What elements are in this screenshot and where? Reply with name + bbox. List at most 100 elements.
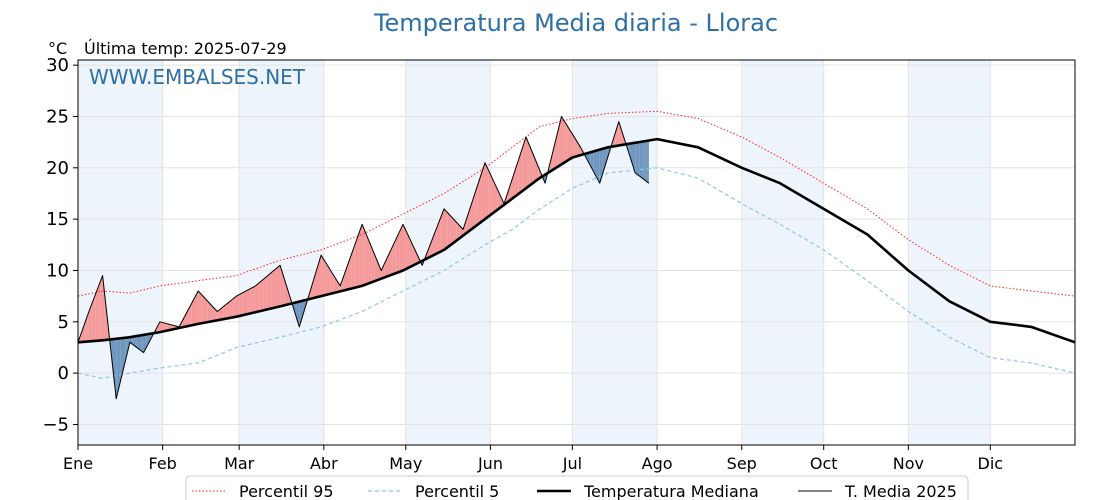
fill-above-median [201,294,205,324]
fill-above-median [395,231,400,274]
fill-below-median [637,141,640,177]
fill-below-median [141,334,144,353]
fill-above-median [100,275,103,341]
fill-above-median [245,289,250,315]
fill-above-median [255,282,260,313]
month-band [572,60,658,445]
fill-above-median [223,303,227,320]
fill-above-median [525,137,530,189]
fill-above-median [406,231,410,269]
legend-label: Percentil 95 [239,482,334,500]
fill-above-median [388,247,393,276]
fill-above-median [81,326,84,343]
y-tick-label: 30 [46,55,69,76]
y-axis: −5 0 5 10 15 20 25 30 [42,55,78,435]
y-tick-label: 20 [46,158,69,179]
x-tick-label: Mar [224,454,255,473]
series-line-t-media-2025 [77,116,650,400]
fill-above-median [259,279,264,312]
fill-above-median [87,311,89,342]
fill-below-median [593,150,597,178]
fill-below-median [120,337,124,380]
plot-frame [77,59,1076,446]
fill-below-median [299,300,303,327]
fill-above-median [429,237,434,258]
fill-above-median [477,173,482,225]
fill-above-median [378,262,382,280]
fill-above-median [95,287,99,341]
chart-title: Temperatura Media diaria - Llorac [373,9,778,37]
fill-above-median [561,116,565,165]
series-line-temperatura-mediana [77,137,1076,344]
fill-above-median [358,224,363,287]
fill-above-median [159,321,164,333]
fill-above-median [220,306,224,320]
x-tick-label: Dic [978,454,1004,473]
fill-above-median [529,144,533,186]
fill-above-median [558,116,562,167]
x-tick-label: Nov [893,454,924,473]
fill-above-median [463,218,467,236]
fill-below-median [116,338,119,399]
fill-above-median [564,121,568,163]
fill-above-median [267,272,272,310]
fill-above-median [507,181,512,203]
fill-above-median [567,126,572,161]
fill-above-median [436,218,441,254]
y-tick-label: 5 [58,312,69,333]
fill-above-median [403,224,407,271]
fill-above-median [337,280,341,293]
fill-above-median [321,255,325,297]
fill-above-median [188,302,192,326]
fill-below-median [113,338,117,399]
x-tick-label: Jun [477,454,503,473]
fill-above-median [571,131,575,159]
month-band [405,60,491,445]
fill-below-median [596,149,600,184]
x-tick-label: Ago [642,454,673,473]
fill-above-median [343,265,348,291]
fill-below-median [644,140,647,182]
fill-above-median [217,308,221,321]
month-band [741,60,824,445]
fill-above-median [91,299,94,342]
x-axis: Ene Feb Mar Abr May Jun Jul Ago Sep Oct Nov Dic [63,445,1003,473]
x-tick-label: Sep [727,454,757,473]
fill-below-median [139,335,142,351]
fill-below-median [118,338,121,390]
x-tick-label: Oct [810,454,838,473]
x-tick-label: Abr [310,454,338,473]
fill-above-median [194,291,199,325]
fill-above-median [286,285,290,305]
fill-above-median [263,275,268,311]
fill-above-median [252,285,256,313]
fill-above-median [488,169,492,217]
fill-above-median [280,265,284,307]
fill-above-median [85,316,88,342]
fill-above-median [362,224,366,286]
fill-above-median [574,137,578,158]
fill-above-median [327,265,331,295]
legend-box [185,475,969,500]
fill-above-median [466,207,471,233]
fill-below-median [111,338,114,379]
fill-above-median [384,255,389,278]
fill-below-median [639,141,643,179]
fill-above-median [233,296,237,318]
last-temp-label: Última temp: 2025-07-29 [84,39,287,58]
fill-below-median [146,333,150,348]
month-band [78,60,163,445]
month-bands [78,60,991,445]
y-tick-label: −5 [42,414,69,435]
fill-above-median [518,148,523,194]
fill-above-median [210,304,215,322]
fill-above-median [104,296,108,341]
fill-above-median [456,222,460,241]
fill-above-median [550,149,554,172]
fill-above-median [497,190,501,210]
fill-below-median [642,141,645,180]
month-band [908,60,991,445]
fill-above-median [447,212,451,248]
fill-above-median [484,162,489,220]
fill-above-median [283,275,287,306]
